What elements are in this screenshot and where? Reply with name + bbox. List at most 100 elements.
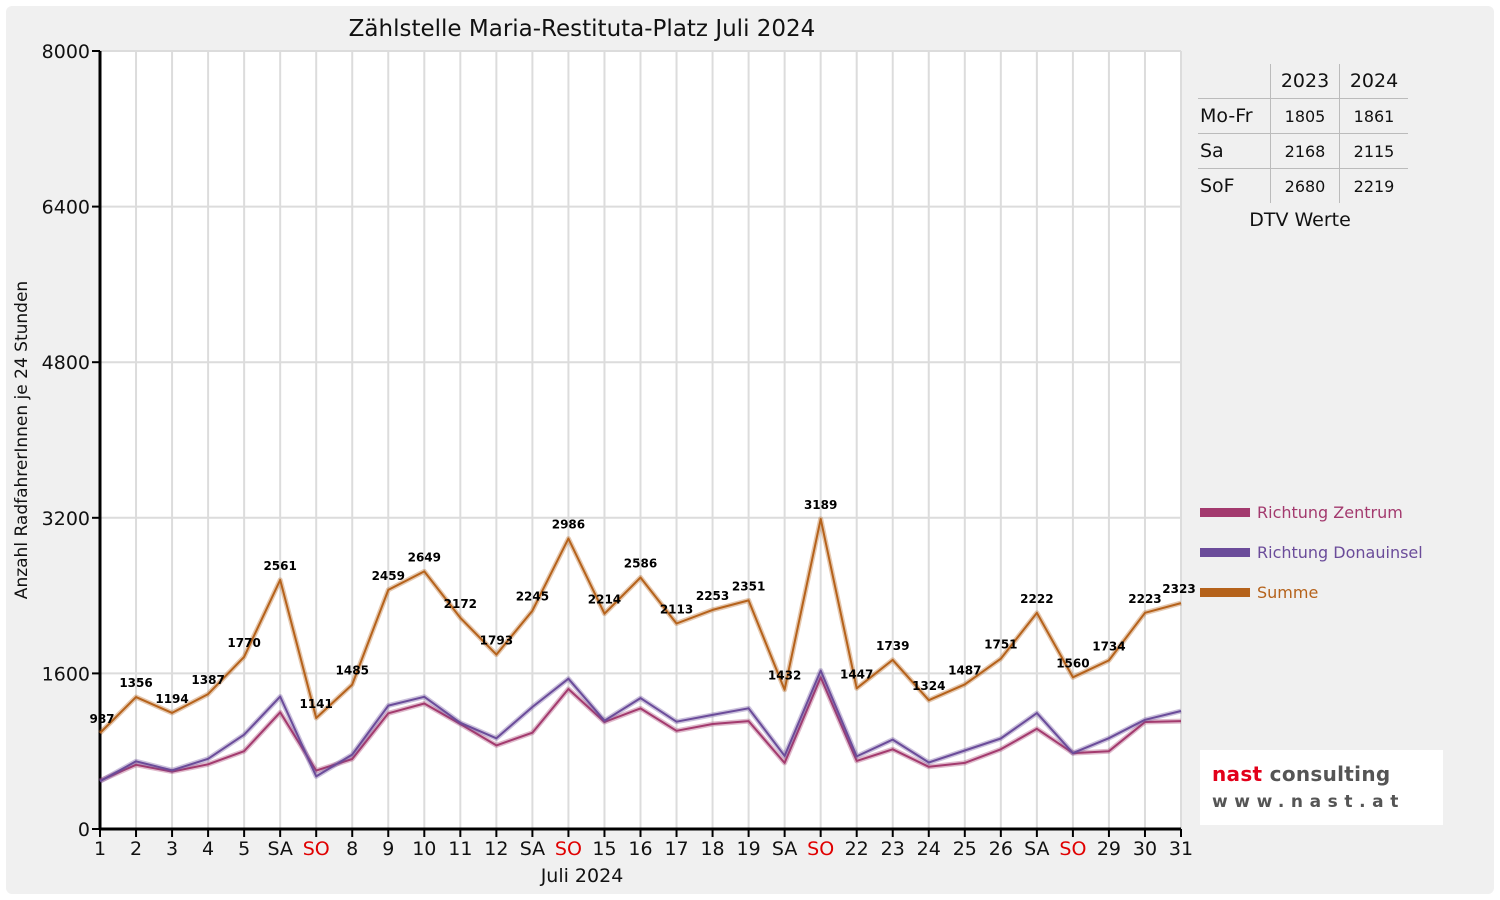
data-label: 1141 [299,697,332,711]
x-tick-label: 25 [953,838,977,860]
dtv-corner [1198,64,1271,99]
logo-url: www.nast.at [1212,792,1405,812]
x-tick-label: 29 [1097,838,1121,860]
x-tick-label: SA [267,838,292,860]
data-label: 987 [89,712,114,726]
x-tick-label: SA [1024,838,1049,860]
x-tick-label: 22 [845,838,869,860]
legend-item-zentrum: Richtung Zentrum [1200,492,1423,532]
x-tick-label: 8 [346,838,358,860]
dtv-value: 2115 [1339,133,1408,169]
y-tick-label: 4800 [42,352,90,374]
y-axis-title: Anzahl RadfahrerInnen je 24 Stunden [12,281,32,599]
company-logo: nast consulting www.nast.at [1200,750,1443,825]
x-tick-label: 23 [881,838,905,860]
data-label: 1485 [336,664,369,678]
y-tick-label: 8000 [42,41,90,63]
x-tick-label: 5 [238,838,250,860]
data-label: 1560 [1056,656,1089,670]
data-label: 1324 [912,679,945,693]
data-label: 2351 [732,579,765,593]
x-tick-label: SA [772,838,797,860]
x-tick-label: 16 [628,838,652,860]
dtv-value: 2680 [1270,168,1340,203]
data-label: 2586 [624,557,657,571]
data-label: 2214 [588,593,621,607]
series-line-zentrum [99,676,1182,782]
x-tick-label: 18 [700,838,724,860]
dtv-header-2023: 2023 [1270,64,1340,99]
data-label: 1770 [227,636,260,650]
data-label: 2172 [444,597,477,611]
dtv-value: 1861 [1339,98,1408,134]
data-label: 2223 [1128,592,1161,606]
data-label: 2245 [516,590,549,604]
data-label: 1487 [948,663,981,677]
x-tick-label: 24 [917,838,941,860]
legend: Richtung Zentrum Richtung Donauinsel Sum… [1200,492,1423,612]
x-tick-label: SO [807,838,834,860]
legend-swatch [1200,547,1250,557]
series-line-donauinsel [99,669,1182,783]
logo-name: nast consulting [1212,762,1390,786]
x-tick-label: 12 [484,838,508,860]
data-label: 2986 [552,518,585,532]
y-tick-label: 1600 [42,663,90,685]
dtv-caption: DTV Werte [1249,209,1351,231]
legend-label: Richtung Zentrum [1257,502,1403,522]
data-label: 2459 [372,569,405,583]
dtv-header-2024: 2024 [1339,64,1408,99]
x-tick-label: SO [303,838,330,860]
data-label: 1734 [1092,639,1125,653]
x-tick-label: SO [555,838,582,860]
x-tick-label: 4 [202,838,214,860]
dtv-row: Mo-Fr 1805 1861 [1198,98,1408,134]
legend-swatch [1200,587,1250,597]
x-tick-label: 17 [664,838,688,860]
x-tick-label: 31 [1169,838,1193,860]
x-tick-label: 2 [130,838,142,860]
x-axis-title: Juli 2024 [540,865,624,887]
legend-label: Summe [1257,582,1319,602]
data-label: 2649 [408,550,441,564]
x-tick-label: SA [520,838,545,860]
dtv-value: 2168 [1270,133,1340,169]
y-tick-label: 0 [78,819,90,841]
data-label: 2561 [263,559,296,573]
dtv-row-label: Mo-Fr [1198,98,1271,134]
x-tick-label: 30 [1133,838,1157,860]
dtv-table: 2023 2024 Mo-Fr 1805 1861 Sa 2168 2115 S… [1198,64,1408,203]
dtv-row-label: SoF [1198,168,1271,203]
dtv-header-row: 2023 2024 [1198,64,1408,99]
data-label: 2113 [660,603,693,617]
legend-label: Richtung Donauinsel [1257,542,1423,562]
y-tick-label: 6400 [42,197,90,219]
data-label: 1739 [876,639,909,653]
series-line-summe [99,517,1182,734]
data-label: 1387 [191,673,224,687]
data-label: 1793 [480,634,513,648]
x-tick-label: 19 [737,838,761,860]
logo-name-part1: nast [1212,762,1263,786]
dtv-row-label: Sa [1198,133,1271,169]
x-tick-label: SO [1059,838,1086,860]
x-tick-label: 26 [989,838,1013,860]
data-label: 2253 [696,589,729,603]
x-tick-label: 10 [412,838,436,860]
data-label: 2323 [1162,582,1195,596]
dtv-row: SoF 2680 2219 [1198,168,1408,203]
data-label: 1447 [840,667,873,681]
legend-item-summe: Summe [1200,572,1423,612]
dtv-row: Sa 2168 2115 [1198,133,1408,169]
chart-title: Zählstelle Maria-Restituta-Platz Juli 20… [349,16,816,42]
dtv-value: 2219 [1339,168,1408,203]
data-label: 1356 [119,676,152,690]
dtv-value: 1805 [1270,98,1340,134]
x-tick-label: 1 [94,838,106,860]
x-tick-label: 11 [448,838,472,860]
series-layer [98,516,1182,784]
data-label: 1432 [768,669,801,683]
